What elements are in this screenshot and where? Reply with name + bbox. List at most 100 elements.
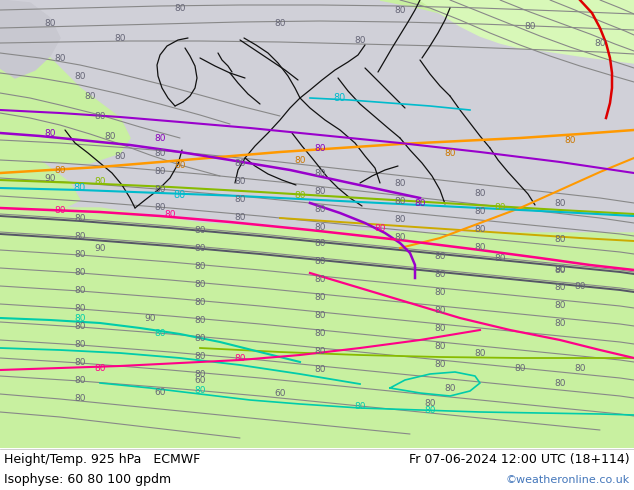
Text: 80: 80: [174, 3, 186, 13]
Text: 80: 80: [74, 393, 86, 402]
Text: 60: 60: [275, 389, 286, 397]
Text: 80: 80: [334, 93, 346, 103]
Text: 80: 80: [194, 369, 206, 378]
Text: 80: 80: [524, 22, 536, 30]
Text: 80: 80: [74, 314, 86, 322]
Text: 80: 80: [394, 232, 406, 242]
Text: 80: 80: [314, 365, 326, 373]
Text: 80: 80: [154, 202, 165, 212]
Text: 80: 80: [174, 190, 186, 200]
Text: 80: 80: [74, 268, 86, 276]
Text: 80: 80: [444, 148, 456, 157]
Polygon shape: [0, 0, 60, 78]
Text: 80: 80: [314, 328, 326, 338]
Text: 80: 80: [234, 213, 246, 221]
Text: 80: 80: [94, 364, 106, 372]
Text: 80: 80: [474, 189, 486, 197]
Polygon shape: [380, 0, 634, 53]
Text: 80: 80: [314, 144, 326, 152]
Text: 80: 80: [234, 195, 246, 203]
Text: 80: 80: [84, 92, 96, 100]
Text: 80: 80: [74, 231, 86, 241]
Text: 80: 80: [174, 161, 186, 170]
Text: 80: 80: [154, 167, 165, 175]
Polygon shape: [240, 0, 385, 86]
Text: 80: 80: [74, 249, 86, 259]
Text: 80: 80: [94, 176, 106, 186]
Text: 80: 80: [74, 183, 86, 193]
Text: 80: 80: [194, 279, 206, 289]
Text: 80: 80: [294, 155, 306, 165]
Text: 80: 80: [554, 235, 566, 244]
Text: 80: 80: [314, 293, 326, 301]
Text: 80: 80: [74, 321, 86, 330]
Text: 80: 80: [314, 222, 326, 231]
Text: 80: 80: [374, 223, 385, 232]
Text: 80: 80: [354, 401, 366, 411]
Text: 80: 80: [394, 196, 406, 205]
Text: 80: 80: [554, 283, 566, 292]
Text: 80: 80: [44, 19, 56, 27]
Text: 80: 80: [194, 351, 206, 361]
Polygon shape: [60, 0, 200, 73]
Text: 80: 80: [424, 406, 436, 415]
Text: 80: 80: [194, 334, 206, 343]
Text: 80: 80: [194, 297, 206, 307]
Text: 80: 80: [594, 39, 605, 48]
Text: 80: 80: [74, 303, 86, 313]
Text: 90: 90: [44, 173, 56, 182]
Text: 80: 80: [574, 281, 586, 291]
Text: 80: 80: [394, 215, 406, 223]
Text: 80: 80: [154, 148, 165, 157]
Text: 80: 80: [234, 353, 246, 363]
Text: 80: 80: [275, 19, 286, 27]
Text: 80: 80: [574, 364, 586, 372]
Text: 80: 80: [314, 187, 326, 196]
Text: 80: 80: [74, 340, 86, 348]
Text: 80: 80: [55, 53, 66, 63]
Text: 90: 90: [145, 314, 156, 322]
Text: Isophyse: 60 80 100 gpdm: Isophyse: 60 80 100 gpdm: [4, 473, 171, 486]
Text: 80: 80: [474, 206, 486, 216]
Text: 80: 80: [394, 178, 406, 188]
Text: 80: 80: [314, 204, 326, 214]
Text: 80: 80: [564, 136, 576, 145]
Text: 80: 80: [164, 210, 176, 219]
Text: 80: 80: [434, 270, 446, 278]
Text: 80: 80: [114, 33, 126, 43]
Text: 80: 80: [554, 198, 566, 207]
Text: 80: 80: [74, 72, 86, 80]
Text: 80: 80: [154, 185, 165, 194]
Text: 80: 80: [474, 348, 486, 358]
Text: 80: 80: [104, 131, 116, 141]
Text: 60: 60: [154, 388, 165, 396]
Text: 80: 80: [94, 112, 106, 121]
Polygon shape: [100, 0, 250, 83]
Text: 80: 80: [194, 316, 206, 324]
Text: 80: 80: [55, 166, 66, 174]
Text: 80: 80: [314, 346, 326, 356]
Text: 80: 80: [474, 224, 486, 234]
Text: 80: 80: [354, 35, 366, 45]
Text: ©weatheronline.co.uk: ©weatheronline.co.uk: [506, 474, 630, 485]
Polygon shape: [420, 0, 634, 63]
Text: 90: 90: [94, 244, 106, 252]
Text: 80: 80: [294, 191, 306, 199]
Polygon shape: [0, 0, 130, 163]
Text: 80: 80: [194, 262, 206, 270]
Text: 80: 80: [194, 244, 206, 252]
Text: 80: 80: [314, 239, 326, 247]
Text: 80: 80: [55, 205, 66, 215]
Text: 80: 80: [194, 386, 206, 394]
Text: 80: 80: [495, 253, 506, 263]
Text: 80: 80: [314, 256, 326, 266]
Polygon shape: [0, 248, 634, 448]
Text: 80: 80: [434, 251, 446, 261]
Text: 80: 80: [424, 398, 436, 408]
Text: 80: 80: [414, 198, 426, 207]
Polygon shape: [0, 98, 80, 213]
Text: 80: 80: [314, 274, 326, 284]
Text: 80: 80: [554, 266, 566, 274]
Text: 80: 80: [514, 364, 526, 372]
Text: Fr 07-06-2024 12:00 UTC (18+114): Fr 07-06-2024 12:00 UTC (18+114): [410, 453, 630, 466]
